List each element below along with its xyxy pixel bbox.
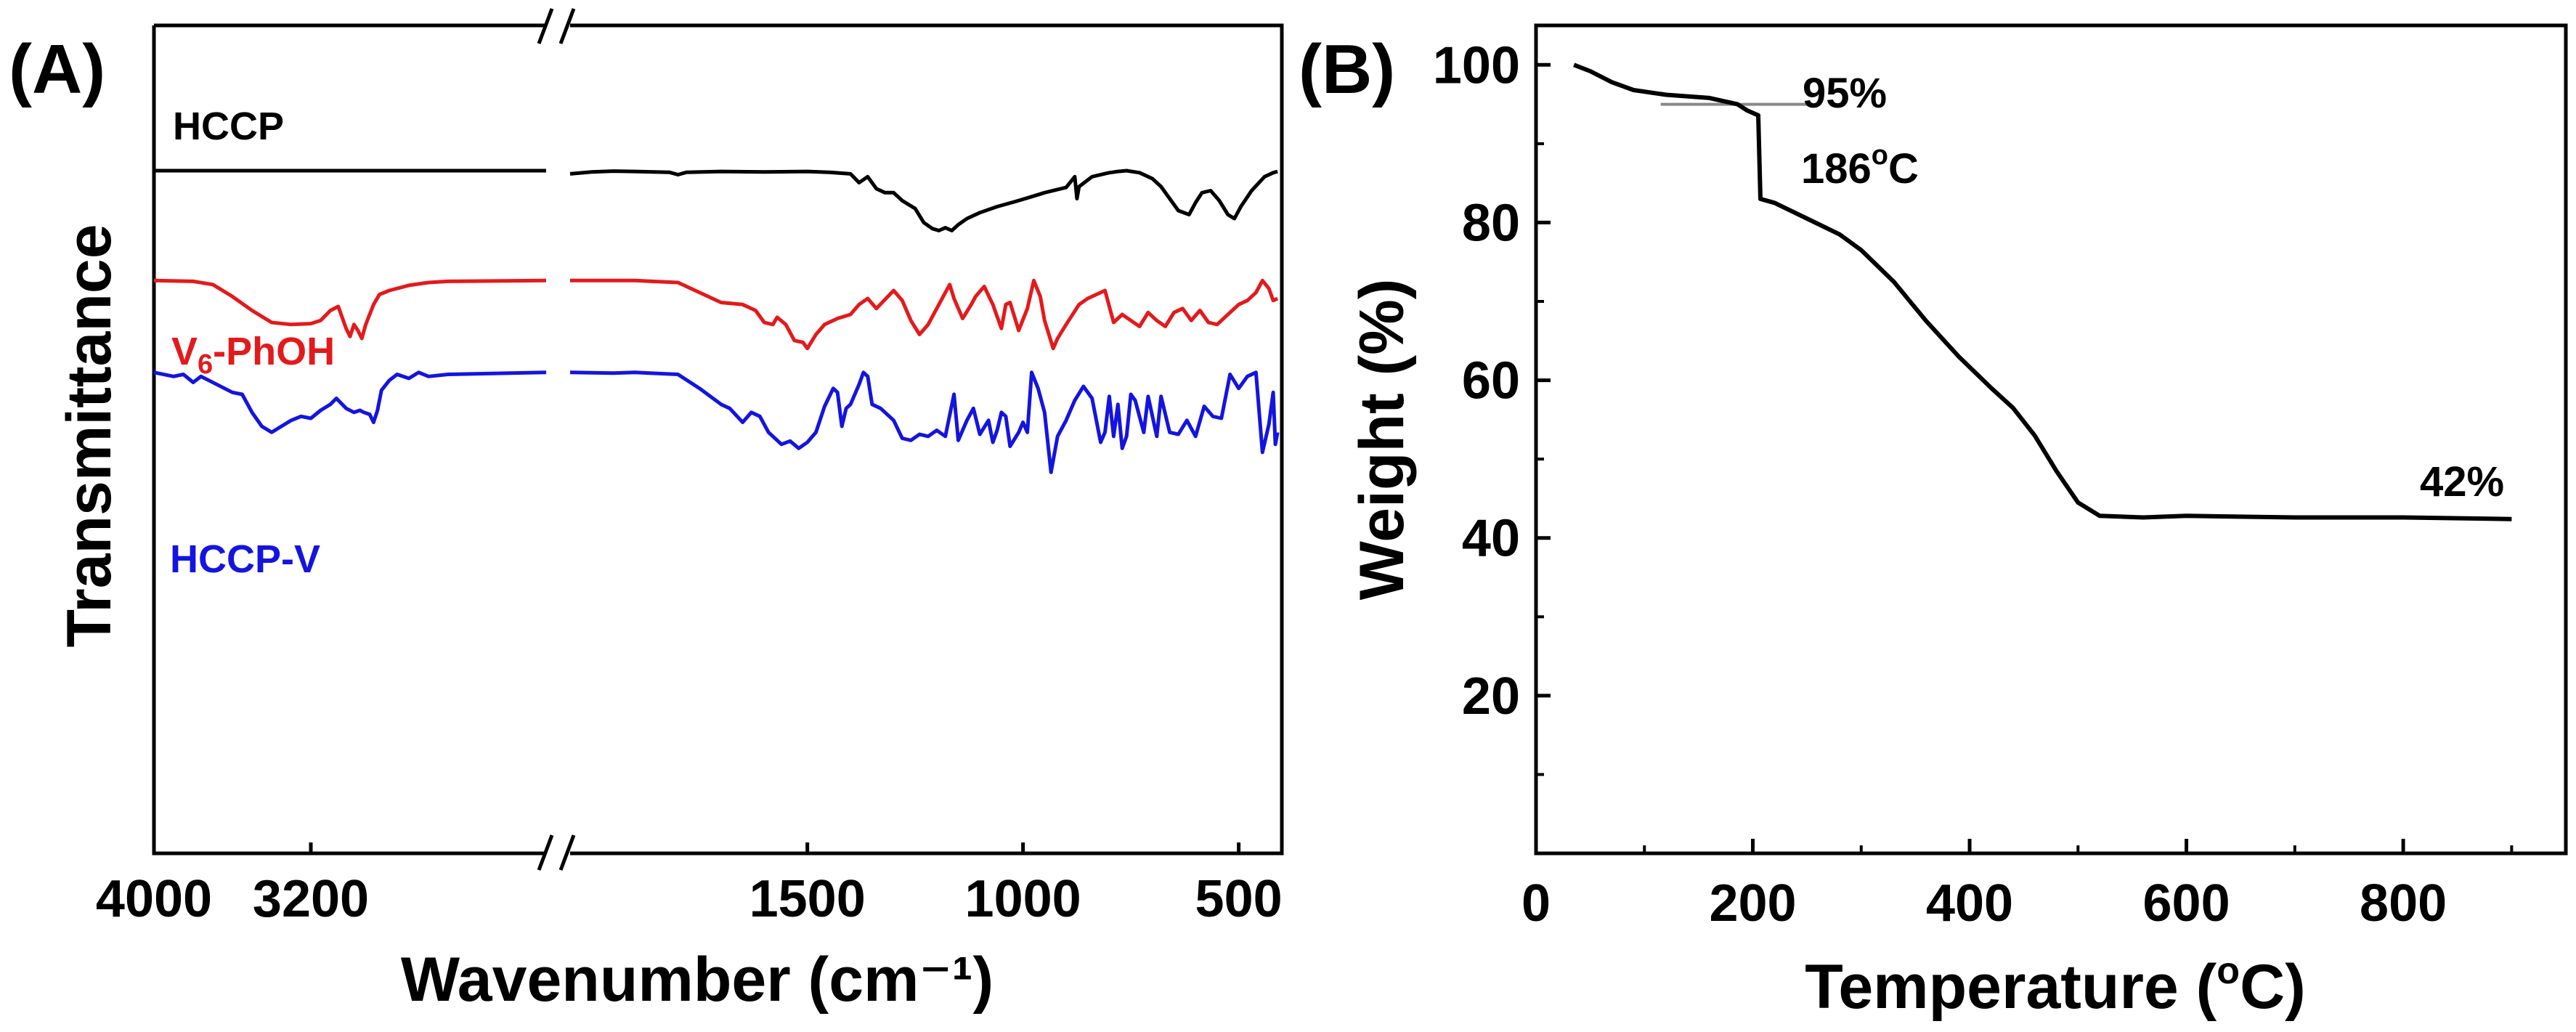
panel-b-tga-chart: (B) 0 200 400 600 800 20 40 60 80 100 95% 186oC 4… bbox=[1299, 23, 2568, 1022]
axis-break-bottom-1 bbox=[537, 834, 554, 871]
series-label-hccp-v: HCCP-V bbox=[170, 537, 320, 581]
annotation-onset-weight: 95% bbox=[1803, 70, 1887, 117]
panel-a-ticks: 4000 3200 1500 1000 500 bbox=[96, 842, 1283, 928]
panel-a-y-axis-title: Transmittance bbox=[54, 224, 124, 647]
axis-break-marks bbox=[537, 8, 576, 871]
series-line-v6-phoh-segment-2 bbox=[570, 278, 1279, 351]
panel-b-x-axis-title: Temperature (oC) bbox=[1805, 950, 2306, 1022]
panel-a-series bbox=[153, 168, 1280, 474]
panel-b-frame bbox=[1534, 23, 2568, 856]
series-label-v6-phoh: V6-PhOH bbox=[171, 330, 335, 380]
annotation-residue: 42% bbox=[2420, 458, 2504, 505]
panel-a-ftir-chart: (A) 4000 3200 1500 1000 500 HCCP V6-PhOH HCC… bbox=[9, 8, 1284, 1015]
panel-a-frame bbox=[152, 23, 1284, 856]
panel-a-label: (A) bbox=[9, 31, 105, 108]
panel-b-series bbox=[1573, 62, 2512, 521]
panel-a-x-tick-label: 500 bbox=[1195, 870, 1283, 928]
series-label-hccp: HCCP bbox=[173, 105, 284, 148]
axis-break-top-2 bbox=[558, 8, 576, 44]
panel-b-x-tick-label: 800 bbox=[2360, 874, 2447, 933]
panel-b-x-tick-label: 600 bbox=[2143, 874, 2230, 933]
series-line-hccp-v-segment-2 bbox=[569, 370, 1280, 474]
panel-a-x-tick-label: 1500 bbox=[749, 870, 866, 928]
annotation-onset-temperature: 186oC bbox=[1801, 140, 1919, 192]
series-line-hccp-v-segment-1 bbox=[153, 370, 547, 434]
panel-b-y-tick-label: 80 bbox=[1462, 194, 1520, 252]
panel-b-y-axis-title: Weight (%) bbox=[1347, 279, 1417, 601]
series-line-hccp-segment-2 bbox=[569, 168, 1278, 232]
panel-b-y-tick-label: 100 bbox=[1433, 36, 1520, 94]
axis-break-top-1 bbox=[537, 8, 554, 44]
panel-b-label: (B) bbox=[1299, 31, 1395, 108]
panel-b-x-tick-label: 0 bbox=[1521, 874, 1551, 933]
panel-b-y-tick-label: 20 bbox=[1462, 667, 1520, 726]
panel-b-y-tick-label: 60 bbox=[1462, 352, 1520, 410]
panel-a-frame-right-bottom-top bbox=[570, 23, 1284, 856]
panel-b-x-tick-label: 400 bbox=[1926, 874, 2013, 933]
panel-a-x-tick-label: 1000 bbox=[965, 870, 1081, 928]
series-line-v6-phoh-segment-1 bbox=[153, 278, 547, 341]
panel-a-x-axis-title: Wavenumber (cm⁻¹) bbox=[401, 945, 994, 1015]
panel-b-ticks: 0 200 400 600 800 20 40 60 80 100 bbox=[1433, 36, 2514, 933]
panel-a-frame-left-bottom bbox=[152, 25, 546, 856]
panel-b-x-tick-label: 200 bbox=[1709, 874, 1796, 933]
panel-b-y-tick-label: 40 bbox=[1462, 510, 1520, 568]
tga-weight-curve bbox=[1573, 62, 2512, 521]
axis-break-bottom-2 bbox=[558, 834, 576, 871]
panel-a-x-tick-label: 4000 bbox=[96, 870, 212, 928]
panel-a-x-tick-label: 3200 bbox=[253, 870, 369, 928]
